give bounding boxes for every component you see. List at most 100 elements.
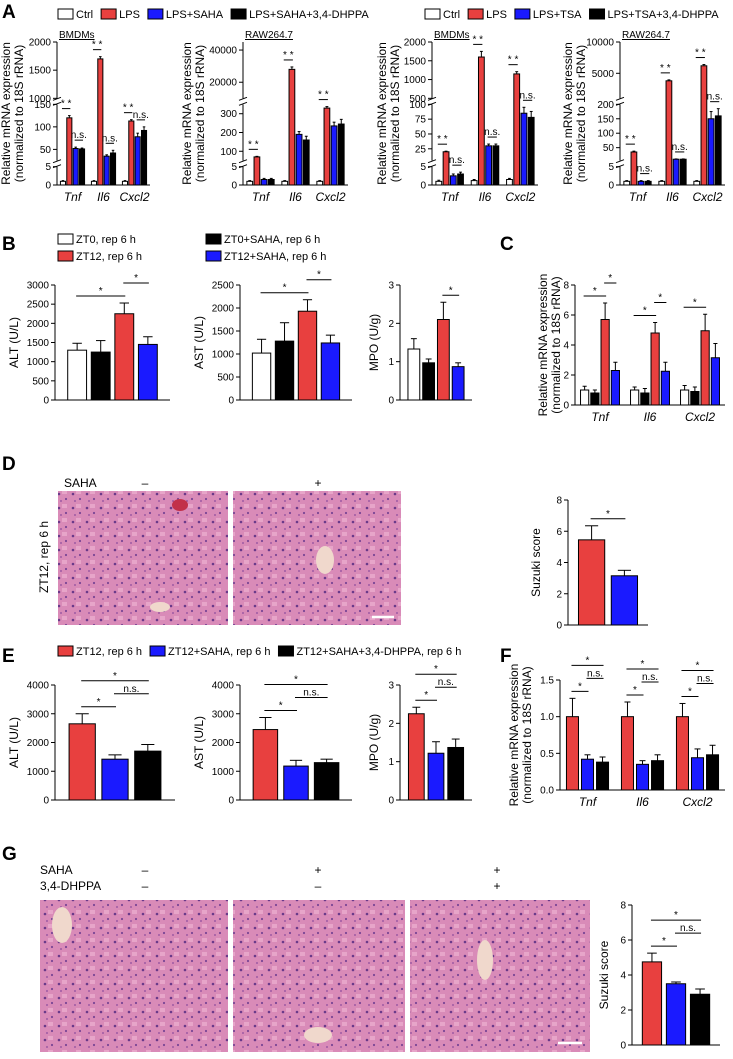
bar bbox=[690, 757, 705, 791]
bar bbox=[714, 115, 722, 186]
significance-label: * bbox=[434, 664, 438, 675]
y-tick-label: 500 bbox=[217, 373, 234, 384]
significance-label: n.s. bbox=[71, 130, 87, 141]
x-tick-label: Il6 bbox=[289, 190, 302, 204]
y-tick-label: 75 bbox=[415, 115, 427, 126]
significance-label: * bbox=[688, 686, 692, 697]
significance-label: * * bbox=[318, 90, 329, 101]
y-tick-label: 150 bbox=[597, 114, 614, 125]
axis-break bbox=[238, 96, 248, 101]
bar bbox=[302, 139, 310, 186]
y-axis-label: ALT (U/L) bbox=[7, 717, 21, 768]
y-tick-label: 1000 bbox=[29, 94, 52, 105]
axis-break bbox=[52, 159, 62, 164]
y-tick-label: 5 bbox=[231, 162, 237, 173]
significance-label: * * bbox=[248, 139, 259, 150]
column-label: + bbox=[493, 879, 500, 893]
y-tick-label: 3 bbox=[388, 281, 394, 292]
significance-label: n.s. bbox=[642, 672, 658, 683]
legend-swatch bbox=[205, 250, 222, 262]
column-label: + bbox=[314, 476, 321, 490]
y-tick-label: 2000 bbox=[27, 738, 50, 749]
y-tick-label: 50 bbox=[415, 129, 427, 140]
panel-label: E bbox=[2, 646, 15, 667]
bar bbox=[320, 342, 341, 401]
significance-label: n.s. bbox=[637, 164, 653, 175]
bar bbox=[527, 116, 535, 186]
panel-label: C bbox=[500, 234, 514, 255]
y-tick-label: 1 bbox=[388, 357, 394, 368]
bar bbox=[103, 155, 110, 186]
bar bbox=[252, 729, 279, 801]
bar bbox=[610, 575, 639, 626]
y-tick-label: 5 bbox=[608, 162, 614, 173]
legend-label: LPS+TSA+3,4-DHPPA bbox=[608, 9, 720, 21]
significance-label: n.s. bbox=[680, 923, 696, 934]
y-tick-label: 3000 bbox=[27, 709, 50, 720]
y-tick-label: 0 bbox=[608, 181, 614, 192]
y-axis-label: Relative mRNA expression bbox=[180, 42, 194, 185]
significance-label: * bbox=[99, 286, 103, 297]
significance-label: * bbox=[643, 306, 647, 317]
bar bbox=[665, 80, 673, 186]
bar bbox=[689, 993, 711, 1046]
x-tick-label: Cxcl2 bbox=[315, 190, 345, 204]
bar bbox=[137, 343, 158, 401]
bar bbox=[337, 123, 345, 186]
legend-label: ZT0+SAHA, rep 6 h bbox=[224, 234, 320, 246]
bar bbox=[610, 370, 620, 406]
bar bbox=[407, 348, 421, 401]
axis-break bbox=[427, 159, 437, 164]
bar bbox=[675, 716, 689, 791]
y-tick-label: 6 bbox=[620, 936, 626, 947]
bar bbox=[693, 180, 701, 186]
bar bbox=[506, 178, 513, 186]
bar bbox=[90, 180, 98, 186]
significance-label: * bbox=[674, 910, 678, 921]
legend-swatch bbox=[57, 8, 74, 20]
y-tick-label: 200 bbox=[220, 128, 237, 139]
significance-label: * bbox=[593, 286, 597, 297]
x-tick-label: Cxcl2 bbox=[692, 190, 722, 204]
bar bbox=[565, 716, 579, 791]
y-tick-label: 0 bbox=[43, 396, 49, 407]
significance-label: * bbox=[693, 297, 697, 308]
legend-label: LPS bbox=[486, 9, 507, 21]
bar bbox=[658, 180, 666, 186]
significance-label: * bbox=[283, 283, 287, 294]
y-tick-label: 5 bbox=[45, 162, 51, 173]
y-tick-label: 4 bbox=[556, 558, 562, 569]
bar bbox=[140, 129, 148, 186]
y-tick-label: 0 bbox=[556, 621, 562, 632]
axis-break bbox=[238, 101, 248, 106]
y-tick-label: 8 bbox=[556, 496, 562, 507]
histology-feature bbox=[477, 940, 493, 980]
y-tick-label: 8 bbox=[620, 901, 626, 912]
y-axis-label: MPO (U/g) bbox=[367, 314, 381, 371]
bar bbox=[66, 117, 73, 186]
bar bbox=[637, 180, 645, 186]
legend-label: LPS+SAHA bbox=[166, 9, 224, 21]
significance-label: * * bbox=[123, 103, 134, 114]
x-tick-label: Tnf bbox=[629, 190, 648, 204]
significance-label: * * bbox=[508, 55, 519, 66]
y-tick-label: 4000 bbox=[27, 681, 50, 692]
significance-label: * bbox=[113, 671, 117, 682]
significance-label: * * bbox=[437, 134, 448, 145]
legend-swatch bbox=[589, 8, 606, 20]
significance-label: * * bbox=[695, 48, 706, 59]
axis-break bbox=[238, 159, 248, 164]
y-axis-label: ALT (U/L) bbox=[7, 317, 21, 368]
histology-image bbox=[233, 900, 405, 1052]
bar bbox=[457, 173, 464, 186]
column-label: – bbox=[142, 863, 149, 877]
legend-swatch bbox=[467, 8, 484, 20]
y-tick-label: 2 bbox=[620, 1006, 626, 1017]
significance-label: * * bbox=[61, 99, 72, 110]
bar bbox=[700, 65, 708, 186]
bar bbox=[72, 147, 79, 186]
legend-swatch bbox=[230, 8, 247, 20]
y-tick-label: 1000 bbox=[212, 350, 235, 361]
chart-title: BMDMs bbox=[59, 30, 95, 41]
